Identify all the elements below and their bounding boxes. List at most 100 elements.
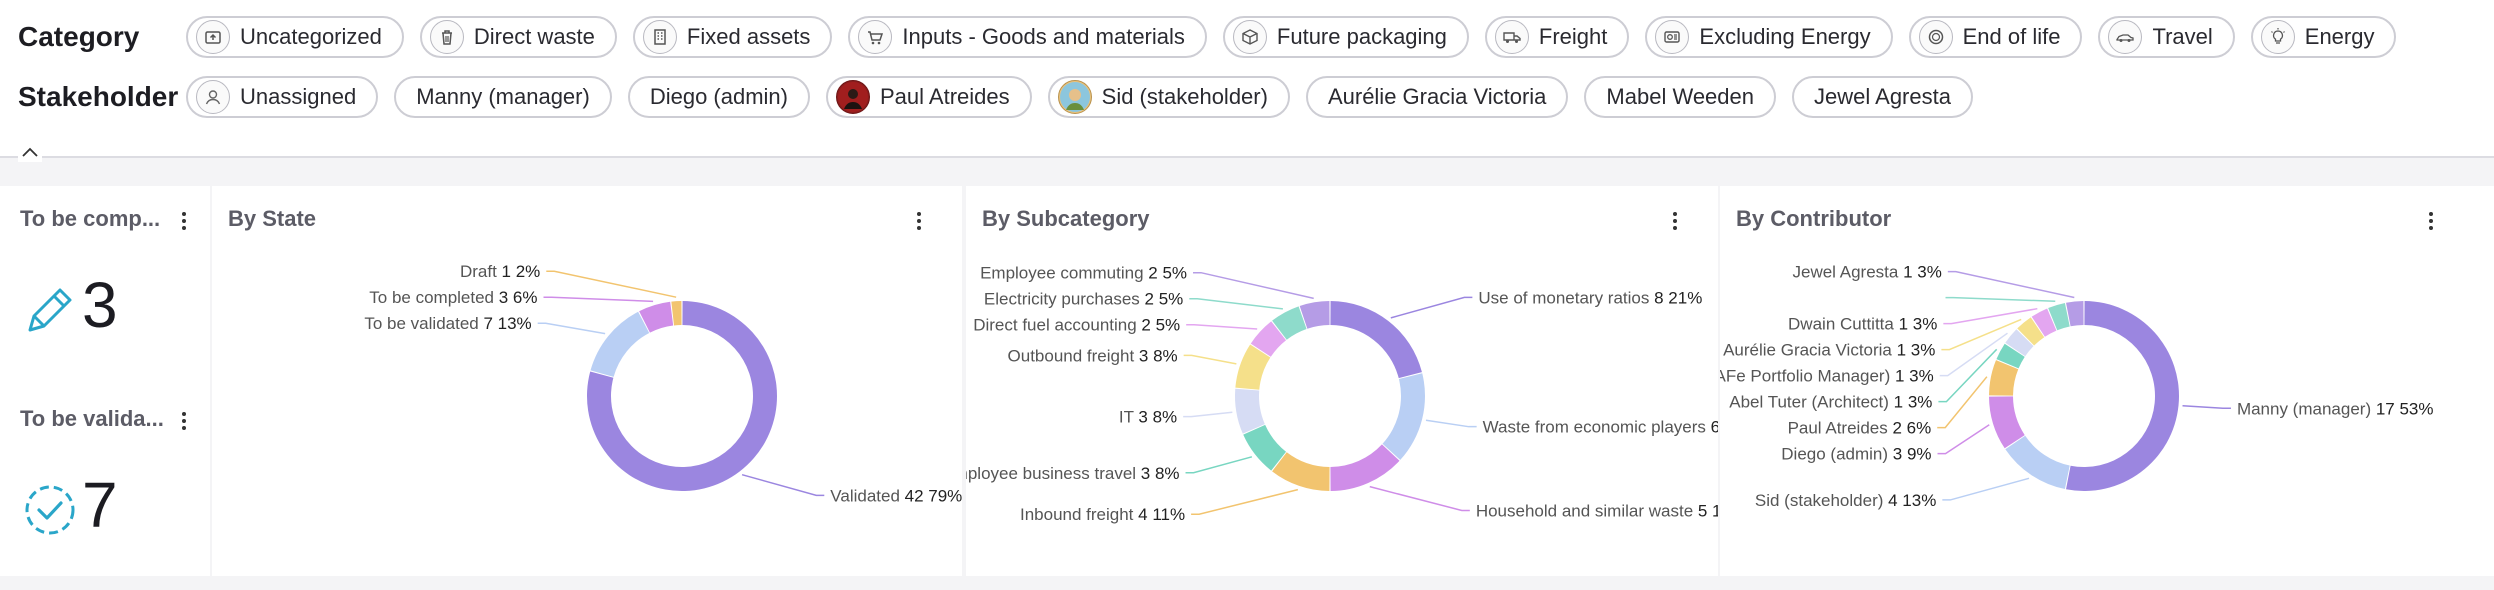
leader-line	[1193, 271, 1314, 300]
chip-inputs-goods-materials[interactable]: Inputs - Goods and materials	[848, 16, 1207, 58]
chip-manny-manager[interactable]: Manny (manager)	[394, 76, 612, 118]
chart-panel-by-subcategory: By Subcategory Use of monetary ratios 8 …	[966, 186, 1718, 576]
chip-paul-atreides[interactable]: Paul Atreides	[826, 76, 1032, 118]
metric-title-to-be-validated: To be valida...	[20, 406, 164, 431]
slice-label-abel-tuter-architect: Abel Tuter (Architect) 1 3%	[1729, 393, 1932, 412]
donut-slice-abel-tuter-architect[interactable]	[1996, 343, 2025, 369]
chip-excluding-energy[interactable]: Excluding Energy	[1645, 16, 1893, 58]
chip-label: Aurélie Gracia Victoria	[1327, 84, 1547, 109]
donut-slice-to-be-completed[interactable]	[639, 301, 674, 333]
chip-label: Direct waste	[473, 24, 595, 49]
donut-slice-inbound-freight[interactable]	[1272, 452, 1330, 491]
slice-label-use-of-monetary-ratios: Use of monetary ratios 8 21%	[1478, 288, 1702, 307]
donut-slice-paul-atreides[interactable]	[1989, 360, 2019, 396]
slice-label-electricity-purchases: Electricity purchases 2 5%	[984, 290, 1183, 309]
chip-freight[interactable]: Freight	[1484, 16, 1630, 58]
more-options-icon[interactable]	[912, 208, 926, 234]
avatar-icon	[1057, 80, 1092, 114]
donut-slice-unlabeled[interactable]	[2048, 302, 2070, 331]
stakeholder-label: Stakeholder	[18, 81, 179, 112]
chip-unassigned[interactable]: Unassigned	[186, 76, 379, 118]
chart-title: By Contributor	[1736, 206, 1892, 231]
chip-end-of-life[interactable]: End of life	[1908, 16, 2083, 58]
slice-label-direct-fuel-accounting: Direct fuel accounting 2 5%	[973, 316, 1180, 335]
chip-jewel-agresta[interactable]: Jewel Agresta	[1792, 76, 1973, 118]
chip-mabel-weeden[interactable]: Mabel Weeden	[1584, 76, 1776, 118]
leader-line	[1186, 323, 1258, 330]
chip-future-packaging[interactable]: Future packaging	[1222, 16, 1469, 58]
donut-slice-employee-commuting[interactable]	[1299, 301, 1330, 329]
donut-slice-to-be-validated[interactable]	[590, 311, 650, 377]
slice-label-validated: Validated 42 79%	[830, 486, 962, 505]
chip-label: Energy	[2304, 24, 2375, 49]
chip-label: Unassigned	[240, 84, 357, 109]
chip-label: Travel	[2152, 24, 2213, 49]
more-options-icon[interactable]	[177, 208, 191, 234]
donut-slice-use-of-monetary-ratios[interactable]	[1330, 301, 1422, 379]
lightbulb-icon	[2260, 20, 2295, 54]
donut-slice-sid-stakeholder[interactable]	[2005, 435, 2070, 490]
donut-slice-manny-manager[interactable]	[2066, 301, 2179, 491]
upload-box-icon	[196, 20, 230, 54]
slice-label-paul-atreides: Paul Atreides 2 6%	[1788, 419, 1932, 438]
donut-slice-electricity-purchases[interactable]	[1272, 306, 1307, 340]
leader-line	[2182, 404, 2231, 410]
chip-label: Paul Atreides	[880, 84, 1010, 109]
more-options-icon[interactable]	[2424, 208, 2438, 234]
chip-energy[interactable]: Energy	[2250, 16, 2397, 58]
chip-label: Freight	[1538, 24, 1608, 49]
donut-slice-it[interactable]	[1235, 388, 1265, 434]
slice-label-employee-business-travel: Employee business travel 3 8%	[966, 464, 1180, 483]
chip-uncategorized[interactable]: Uncategorized	[186, 16, 404, 58]
slice-label-to-be-completed: To be completed 3 6%	[369, 288, 537, 307]
leader-line	[543, 296, 654, 303]
slice-label-employee-commuting: Employee commuting 2 5%	[980, 264, 1187, 283]
dashed-check-circle-icon	[25, 485, 75, 535]
leader-line	[1191, 488, 1299, 515]
donut-slice-dwain-cuttitta[interactable]	[2031, 308, 2057, 337]
donut-slice-waste-from-economic-players[interactable]	[1382, 373, 1425, 460]
collapse-filters-button[interactable]	[18, 142, 42, 162]
donut-chart-by-subcategory: Use of monetary ratios 8 21% Waste from e…	[966, 264, 1718, 525]
car-icon	[2108, 20, 2143, 54]
chip-travel[interactable]: Travel	[2098, 16, 2235, 58]
donut-slice-employee-business-travel[interactable]	[1243, 424, 1287, 471]
leader-line	[1183, 354, 1237, 365]
chip-aurelie-gracia-victoria[interactable]: Aurélie Gracia Victoria	[1305, 76, 1569, 118]
donut-slice-direct-fuel-accounting[interactable]	[1250, 321, 1287, 357]
cart-icon	[858, 20, 893, 54]
chip-label: Manny (manager)	[416, 84, 590, 109]
donut-slice-outbound-freight[interactable]	[1235, 344, 1271, 390]
slice-label-sz-safe-portfolio-manager: sz (SAFe Portfolio Manager) 1 3%	[1720, 367, 1934, 386]
metric-title-to-be-completed: To be comp...	[20, 206, 161, 231]
truck-icon	[1494, 20, 1529, 54]
donut-slice-diego-admin[interactable]	[1989, 396, 2025, 449]
slice-label-manny-manager: Manny (manager) 17 53%	[2237, 399, 2434, 418]
more-options-icon[interactable]	[1668, 208, 1682, 234]
package-icon	[1232, 20, 1267, 54]
more-options-icon[interactable]	[177, 408, 191, 434]
leader-line	[1938, 348, 1998, 403]
chart-title: By Subcategory	[982, 206, 1150, 231]
chip-diego-admin[interactable]: Diego (admin)	[627, 76, 810, 118]
slice-label-it: IT 3 8%	[1119, 408, 1177, 427]
donut-slice-sz-safe-portfolio-manager[interactable]	[2005, 329, 2034, 357]
leader-line	[1939, 332, 2008, 377]
chip-label: Sid (stakeholder)	[1101, 84, 1268, 109]
slice-label-dwain-cuttitta: Dwain Cuttitta 1 3%	[1788, 315, 1937, 334]
donut-slice-draft[interactable]	[671, 301, 682, 326]
slice-label-jewel-agresta: Jewel Agresta 1 3%	[1793, 263, 1942, 282]
chip-direct-waste[interactable]: Direct waste	[419, 16, 617, 58]
donut-chart-by-state: Validated 42 79% Draft 1 2% To be complete…	[364, 262, 962, 505]
leader-line	[546, 270, 677, 298]
donut-slice-aur-lie-gracia-victoria[interactable]	[2017, 317, 2045, 346]
user-icon	[196, 80, 230, 114]
chart-panel-by-state: By State Validated 42 79% Draft 1 2% To be…	[212, 186, 962, 576]
chip-sid-stakeholder[interactable]: Sid (stakeholder)	[1047, 76, 1290, 118]
leader-line	[1937, 424, 1990, 455]
donut-slice-jewel-agresta[interactable]	[2066, 301, 2084, 327]
donut-slice-household-and-similar-waste[interactable]	[1330, 444, 1400, 491]
metric-value-to-be-completed: 3	[82, 269, 118, 341]
chip-fixed-assets[interactable]: Fixed assets	[632, 16, 833, 58]
leader-line	[1183, 411, 1233, 418]
